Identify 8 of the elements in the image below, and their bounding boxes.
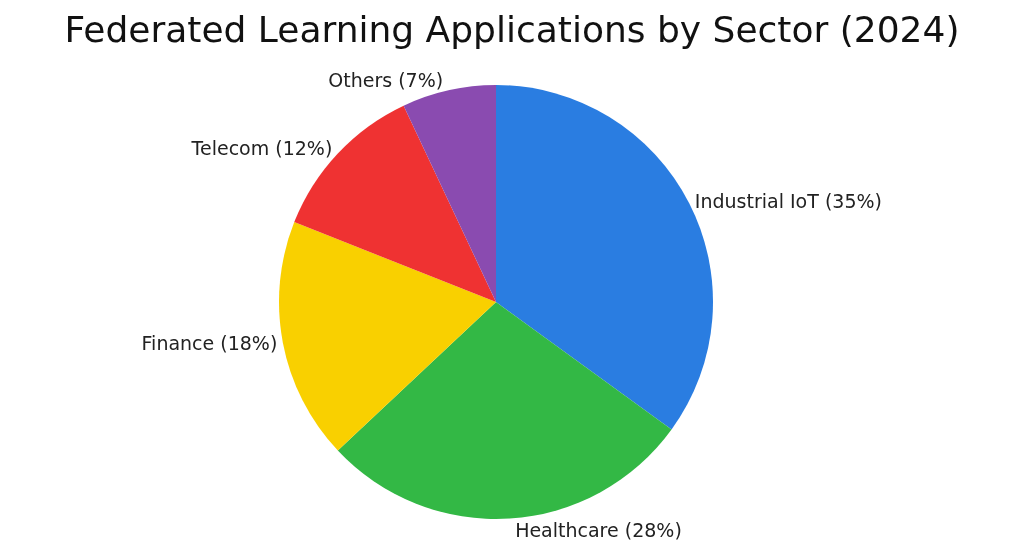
slice-label: Others (7%) [328, 68, 444, 91]
slice-label: Finance (18%) [141, 332, 278, 355]
pie-slice [337, 302, 672, 519]
slice-label: Healthcare (28%) [515, 518, 682, 541]
slice-label: Industrial IoT (35%) [694, 190, 882, 213]
pie-slice [279, 222, 496, 451]
chart-title: Federated Learning Applications by Sector (2024) [64, 8, 960, 50]
slice-label: Telecom (12%) [190, 137, 333, 160]
